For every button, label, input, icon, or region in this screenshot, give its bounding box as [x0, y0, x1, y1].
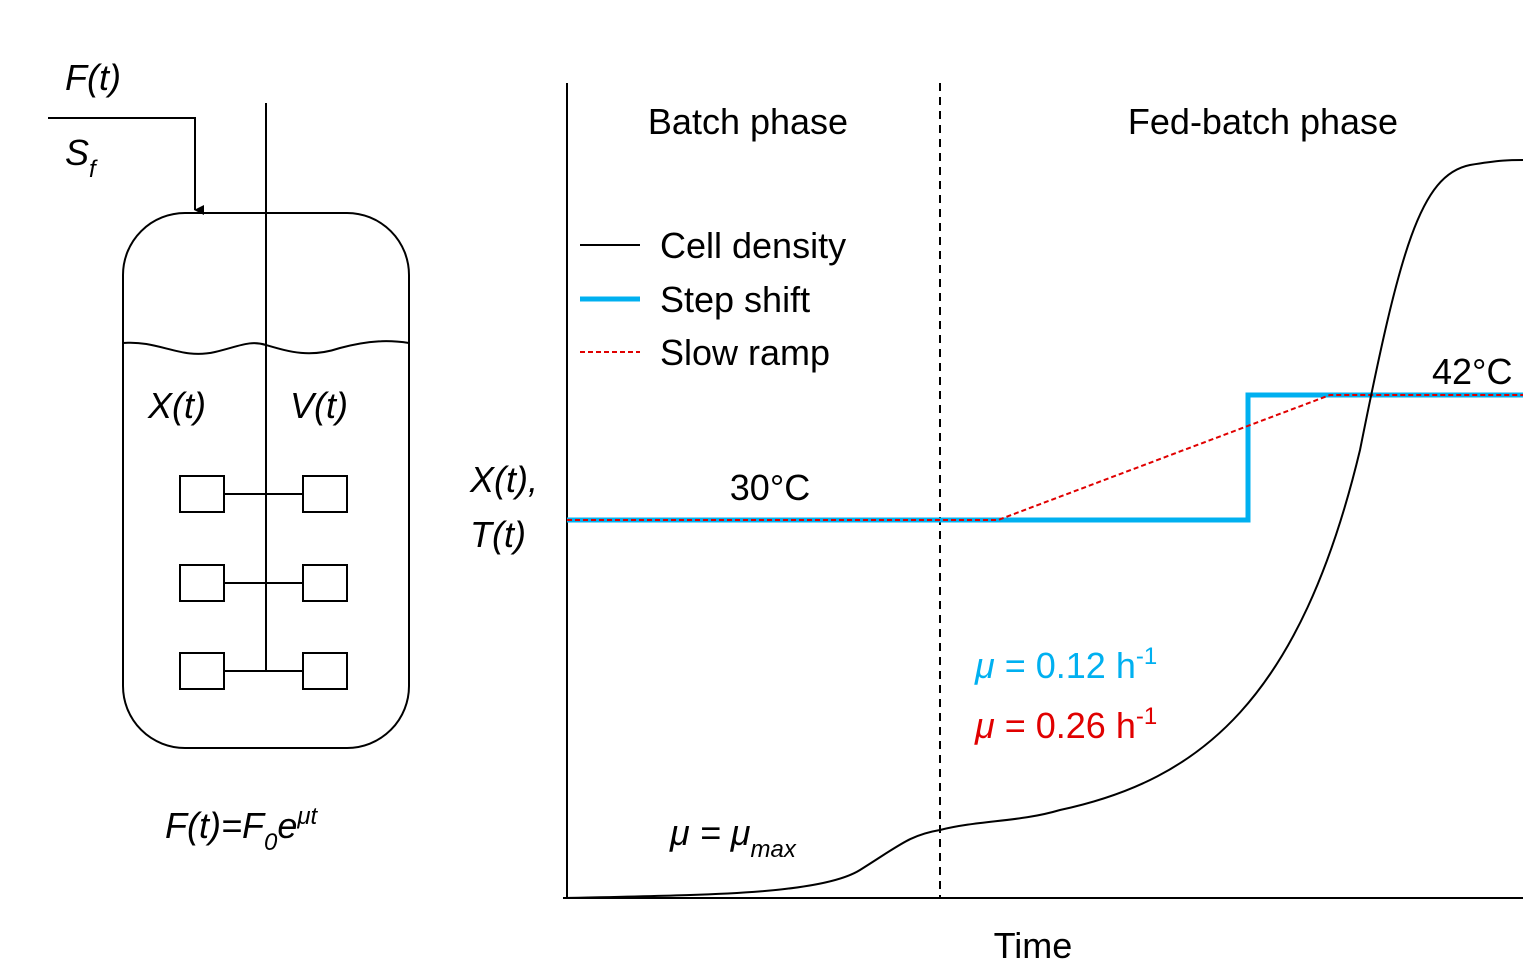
y-axis-label: T(t): [470, 514, 526, 555]
mu: μ: [974, 645, 995, 686]
temperature-label: 42°C: [1432, 351, 1512, 392]
subscript: max: [750, 836, 796, 863]
x-axis-label: Time: [994, 925, 1073, 966]
plot: [563, 83, 1523, 898]
rate: = 0.26 h: [995, 705, 1136, 746]
cell-density-curve: [563, 160, 1523, 898]
mu: μ: [974, 705, 995, 746]
reactor: [48, 103, 409, 748]
legend-label: Step shift: [660, 279, 810, 320]
volume-label: V(t): [290, 385, 348, 426]
temperature-label: 30°C: [730, 467, 810, 508]
phase-label: Batch phase: [648, 101, 848, 142]
superscript: μt: [296, 803, 318, 830]
legend-label: Slow ramp: [660, 332, 830, 373]
substrate-label: Sf: [65, 132, 98, 183]
feed-equation: F(t)=F0eμt: [165, 803, 319, 856]
impellers: [180, 476, 347, 689]
phase-label: Fed-batch phase: [1128, 101, 1398, 142]
base: e: [277, 805, 297, 846]
lhs: F(t)=F: [165, 805, 266, 846]
superscript: -1: [1136, 703, 1157, 730]
y-axis-label: X(t),: [469, 459, 538, 500]
page: F(t) Sf X(t) V(t) F(t)=F0eμt Batch phase…: [0, 0, 1523, 971]
superscript: -1: [1136, 643, 1157, 670]
biomass-label: X(t): [147, 385, 206, 426]
subscript: f: [89, 156, 98, 183]
base: S: [65, 132, 89, 173]
legend-label: Cell density: [660, 225, 846, 266]
growth-rate: μ = 0.26 h-1: [974, 703, 1157, 746]
axes: [563, 83, 1523, 898]
rate: = 0.12 h: [995, 645, 1136, 686]
batch-rate: μ = μmax: [669, 812, 797, 863]
feed-label: F(t): [65, 57, 121, 98]
rate: μ = μ: [669, 812, 751, 853]
growth-rate: μ = 0.12 h-1: [974, 643, 1157, 686]
subscript: 0: [264, 829, 278, 856]
slow-ramp-line: [567, 395, 1523, 520]
